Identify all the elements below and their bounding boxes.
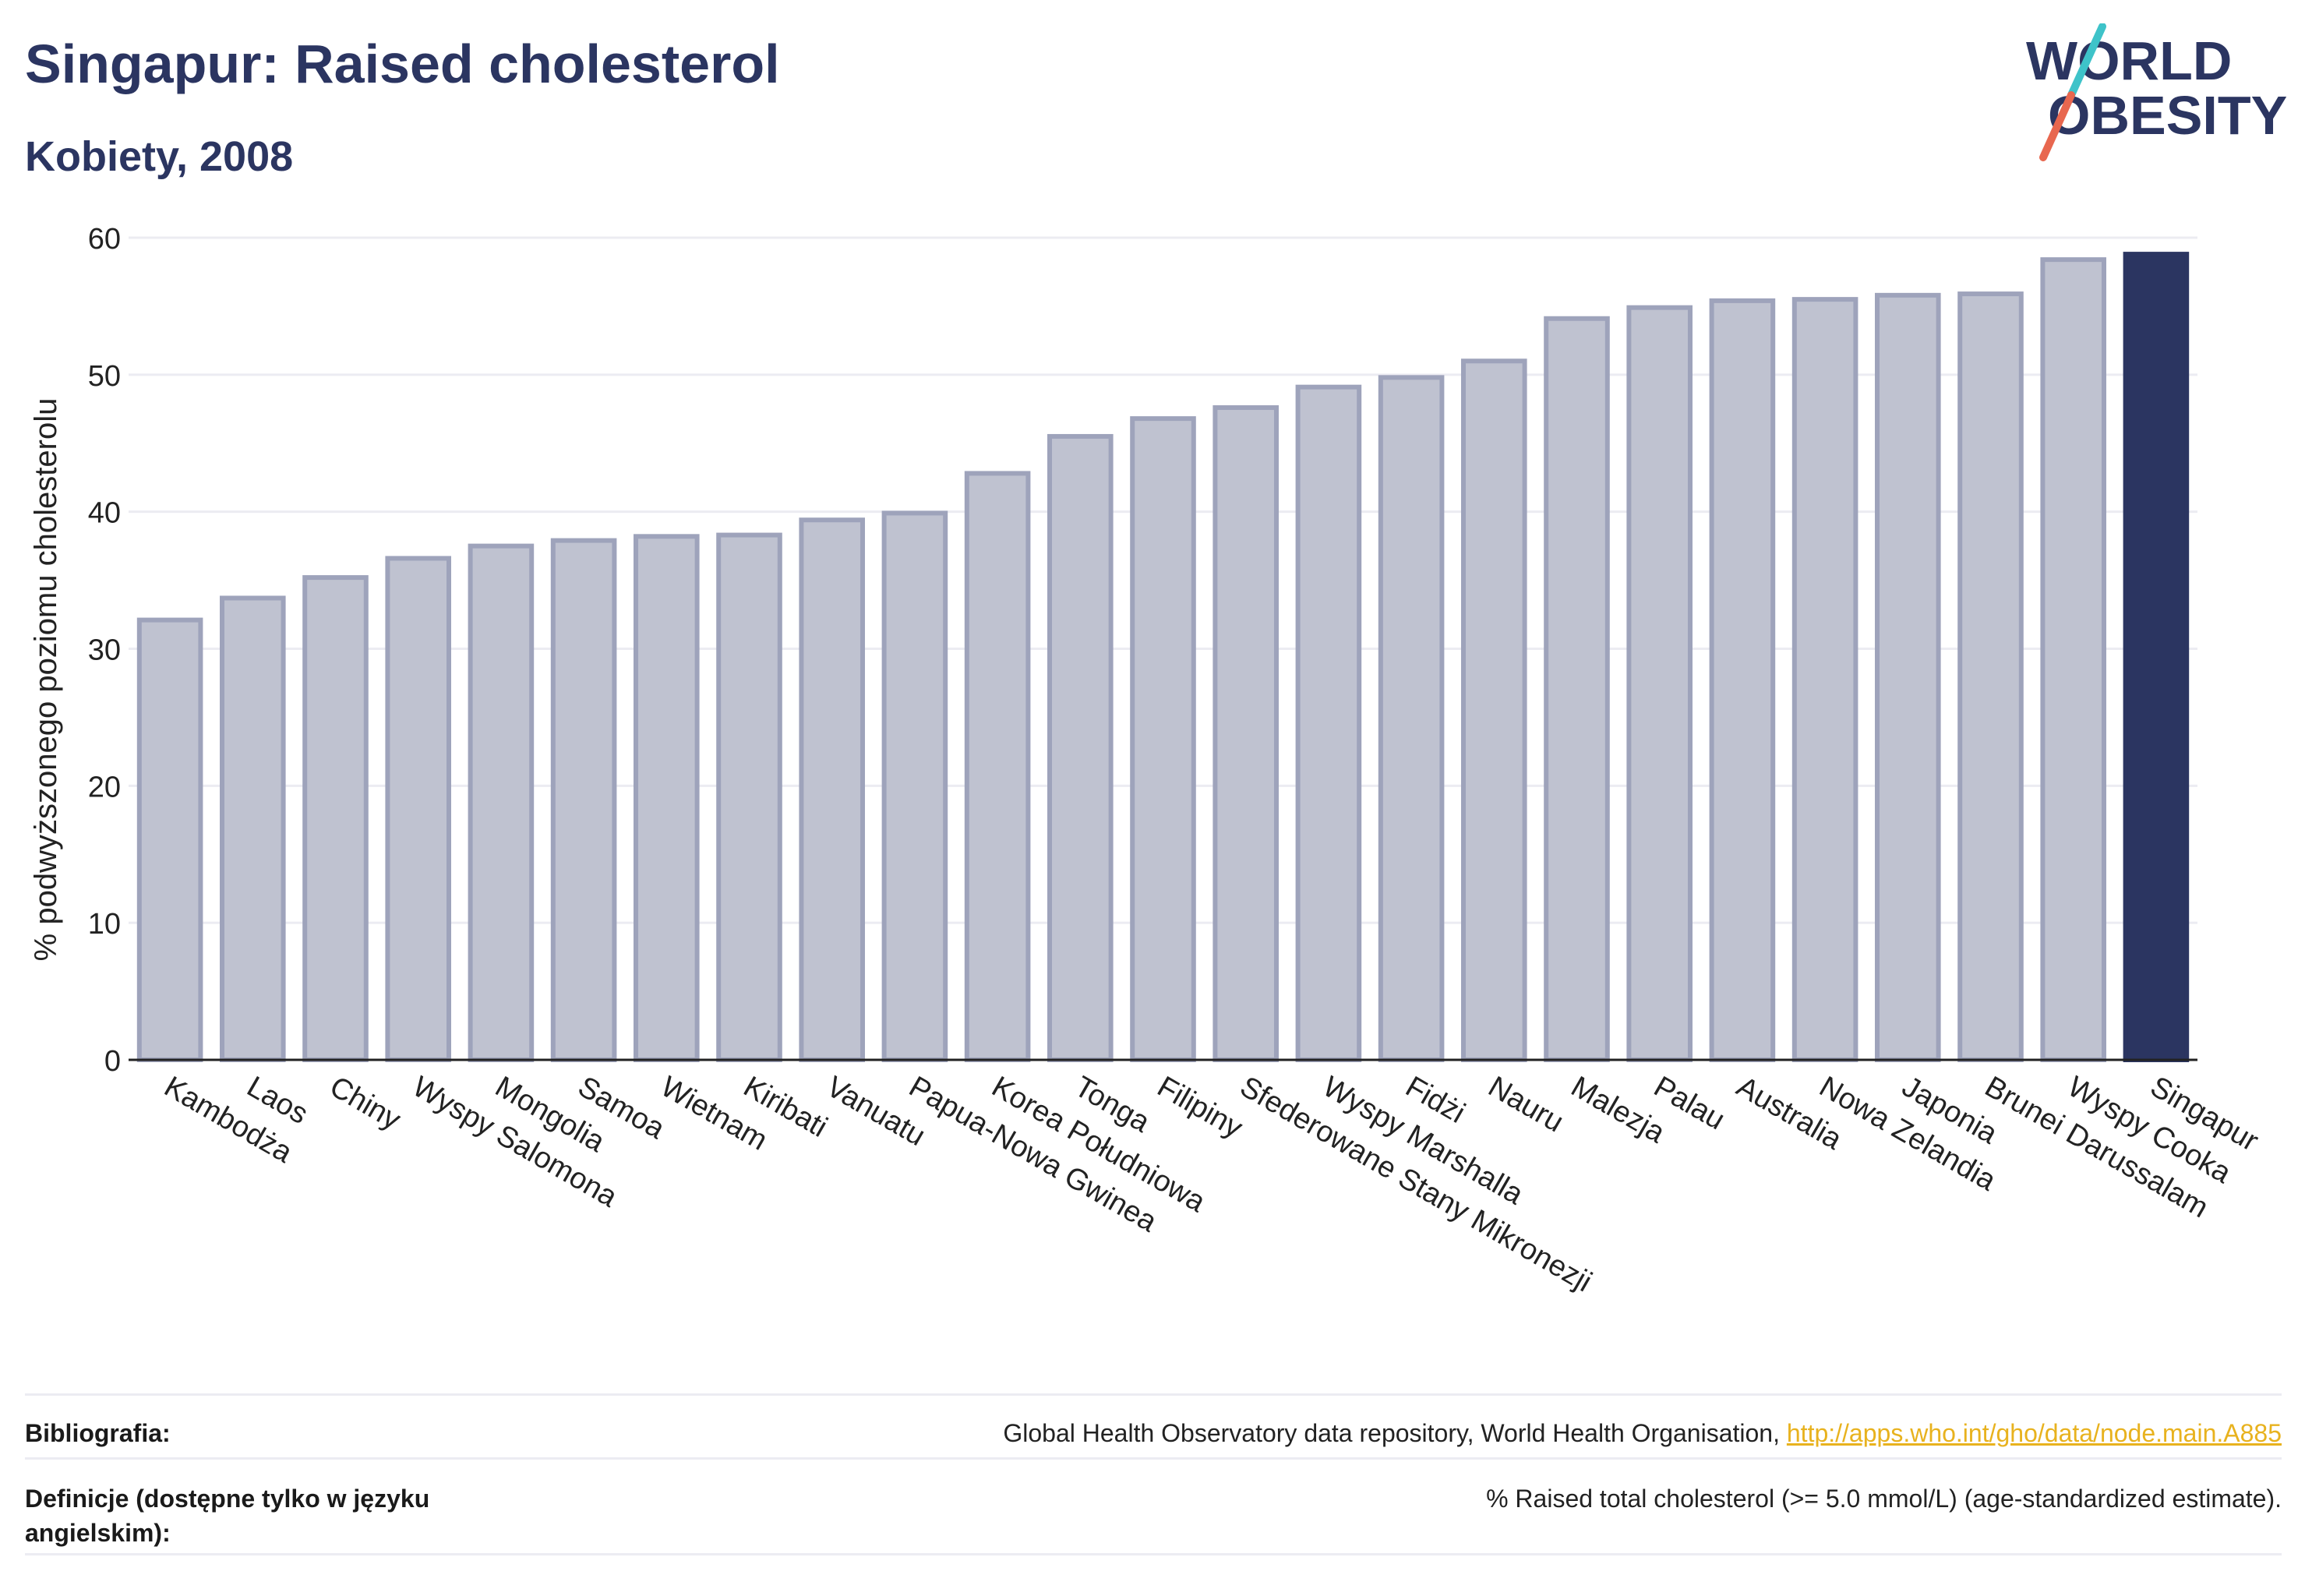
bar[interactable] bbox=[302, 575, 369, 1062]
chart-footer: Bibliografia: Global Health Observatory … bbox=[25, 1393, 2282, 1555]
bar[interactable] bbox=[1130, 416, 1196, 1062]
x-tick-label: Filipiny bbox=[1152, 1070, 1248, 1144]
bar[interactable] bbox=[385, 556, 451, 1062]
y-tick-label: 20 bbox=[88, 771, 121, 803]
bar[interactable] bbox=[1378, 375, 1445, 1063]
bar[interactable] bbox=[1791, 297, 1858, 1062]
logo-line-obesity: OBESITY bbox=[2048, 85, 2287, 146]
bibliography-text: Global Health Observatory data repositor… bbox=[1003, 1419, 1787, 1447]
chart-subtitle: Kobiety, 2008 bbox=[25, 133, 294, 180]
bar[interactable] bbox=[136, 617, 203, 1062]
logo-slash-bottom bbox=[2039, 91, 2075, 161]
definitions-label: Definicje (dostępne tylko w języku angie… bbox=[25, 1485, 430, 1547]
bars bbox=[136, 252, 2190, 1063]
bibliography-label: Bibliografia: bbox=[25, 1419, 171, 1447]
y-tick-label: 10 bbox=[88, 908, 121, 941]
bar[interactable] bbox=[1875, 292, 1941, 1063]
bar[interactable] bbox=[799, 517, 865, 1062]
world-obesity-logo: WORLD OBESITY bbox=[2026, 23, 2287, 161]
definitions-text: % Raised total cholesterol (>= 5.0 mmol/… bbox=[1486, 1485, 2282, 1513]
bar[interactable] bbox=[634, 534, 700, 1062]
y-axis: 0 10 20 30 40 50 60 bbox=[88, 223, 121, 1078]
bar[interactable] bbox=[1626, 305, 1693, 1062]
x-tick-label: Malezja bbox=[1565, 1070, 1671, 1149]
bar[interactable] bbox=[1461, 358, 1527, 1062]
y-tick-label: 50 bbox=[88, 360, 121, 393]
bar[interactable] bbox=[1709, 298, 1776, 1062]
y-tick-label: 0 bbox=[104, 1045, 121, 1078]
bar[interactable] bbox=[550, 538, 617, 1062]
y-tick-label: 40 bbox=[88, 497, 121, 530]
bar[interactable] bbox=[964, 471, 1031, 1062]
y-tick-label: 30 bbox=[88, 634, 121, 667]
bar[interactable] bbox=[716, 532, 782, 1062]
bar[interactable] bbox=[1213, 405, 1279, 1062]
bibliography-row: Bibliografia: Global Health Observatory … bbox=[25, 1393, 2282, 1457]
bar[interactable] bbox=[1047, 433, 1114, 1062]
y-tick-label: 60 bbox=[88, 223, 121, 256]
x-tick-label: Nauru bbox=[1483, 1070, 1569, 1139]
bar[interactable] bbox=[1957, 291, 2024, 1062]
bar[interactable] bbox=[1295, 384, 1362, 1062]
bar[interactable] bbox=[881, 510, 948, 1062]
definitions-row: Definicje (dostępne tylko w języku angie… bbox=[25, 1457, 2282, 1555]
bar[interactable] bbox=[468, 543, 535, 1062]
y-axis-label: % podwyższonego poziomu cholesterolu bbox=[29, 398, 63, 962]
bar[interactable] bbox=[1544, 316, 1610, 1063]
x-tick-label: Chiny bbox=[324, 1070, 406, 1136]
bibliography-value: Global Health Observatory data repositor… bbox=[1003, 1416, 2282, 1450]
chart-title: Singapur: Raised cholesterol bbox=[25, 34, 780, 94]
logo-line-world: WORLD bbox=[2026, 30, 2232, 91]
bar-chart: 0 10 20 30 40 50 60 % podwyższonego poziomu ch… bbox=[29, 223, 2264, 1298]
bar[interactable] bbox=[220, 595, 286, 1062]
bar[interactable] bbox=[2040, 257, 2106, 1063]
bar[interactable] bbox=[2123, 252, 2190, 1063]
bibliography-link[interactable]: http://apps.who.int/gho/data/node.main.A… bbox=[1786, 1419, 2282, 1447]
logo-slash-top bbox=[2067, 23, 2106, 99]
